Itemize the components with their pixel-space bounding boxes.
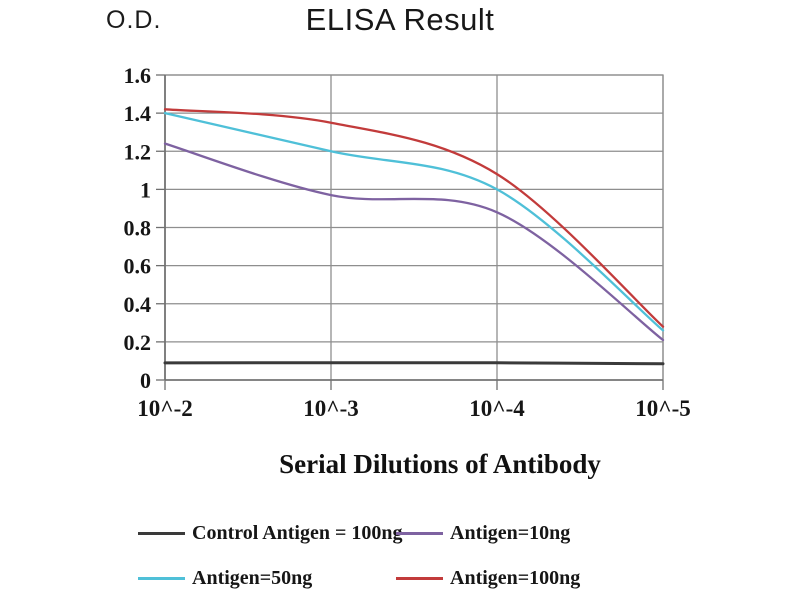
legend-line-swatch-10ng [396,531,443,535]
y-tick-label: 1.4 [124,101,152,126]
x-tick-label: 10^-4 [469,396,525,421]
x-tick-label: 10^-3 [303,396,359,421]
series-line-antigen-10ng [163,142,665,342]
legend-label: Control Antigen = 100ng [192,521,403,544]
y-tick-label: 0.6 [124,254,152,279]
legend-item-antigen-10ng: Antigen=10ng [396,522,570,544]
y-tick-label: 0.8 [124,216,152,241]
legend-item-antigen-50ng: Antigen=50ng [138,567,312,589]
y-tick-label: 1.6 [124,63,152,88]
legend-label: Antigen=10ng [450,521,571,544]
y-tick-label: 1 [140,177,151,202]
legend-line-swatch-100ng [396,576,443,580]
series-line-antigen-100ng [163,108,665,328]
y-tick-label: 1.2 [124,139,152,164]
series-line-control-antigen-100ng [163,361,665,366]
legend-line-swatch-50ng [138,576,185,580]
legend-item-control-antigen: Control Antigen = 100ng [138,522,403,544]
legend-line-swatch-control [138,531,185,535]
y-axis-unit-label: O.D. [106,6,162,34]
legend-label: Antigen=50ng [192,566,313,589]
y-tick-label: 0.2 [124,330,152,355]
legend-item-antigen-100ng: Antigen=100ng [396,567,580,589]
y-tick-label: 0 [140,368,151,393]
x-tick-label: 10^-5 [635,396,691,421]
legend-label: Antigen=100ng [450,566,581,589]
y-tick-label: 0.4 [124,292,152,317]
x-axis-title: Serial Dilutions of Antibody [279,449,601,479]
x-tick-label: 10^-2 [137,396,193,421]
series-line-antigen-50ng [163,111,665,332]
chart-title: ELISA Result [305,2,495,37]
